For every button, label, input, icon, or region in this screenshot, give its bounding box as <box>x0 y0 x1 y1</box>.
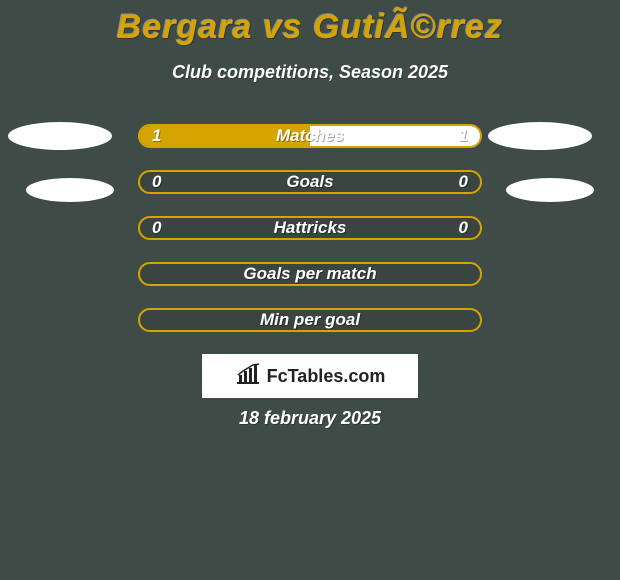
brand-text: FcTables.com <box>267 366 386 387</box>
stat-value-left: 0 <box>152 172 161 192</box>
page-title: Bergara vs GutiÃ©rrez <box>0 8 620 47</box>
stats-rows: 1 Matches 1 0 Goals 0 0 Hattricks 0 Goals per mat… <box>0 124 620 332</box>
stat-value-right: 1 <box>459 126 468 146</box>
stat-value-left: 1 <box>152 126 161 146</box>
brand-box[interactable]: FcTables.com <box>202 354 418 398</box>
stat-value-right: 0 <box>459 172 468 192</box>
stat-row: Goals per match <box>138 262 482 286</box>
stat-row: 1 Matches 1 <box>138 124 482 148</box>
stat-value-right: 0 <box>459 218 468 238</box>
stat-row: 0 Hattricks 0 <box>138 216 482 240</box>
stat-label: Matches <box>276 126 344 146</box>
stat-row: Min per goal <box>138 308 482 332</box>
footer-date: 18 february 2025 <box>0 408 620 429</box>
subtitle: Club competitions, Season 2025 <box>0 62 620 83</box>
bar-chart-icon <box>235 363 261 390</box>
stat-label: Min per goal <box>260 310 360 330</box>
stat-label: Goals per match <box>243 264 376 284</box>
stat-label: Goals <box>286 172 333 192</box>
stat-value-left: 0 <box>152 218 161 238</box>
stat-row: 0 Goals 0 <box>138 170 482 194</box>
stat-label: Hattricks <box>274 218 347 238</box>
